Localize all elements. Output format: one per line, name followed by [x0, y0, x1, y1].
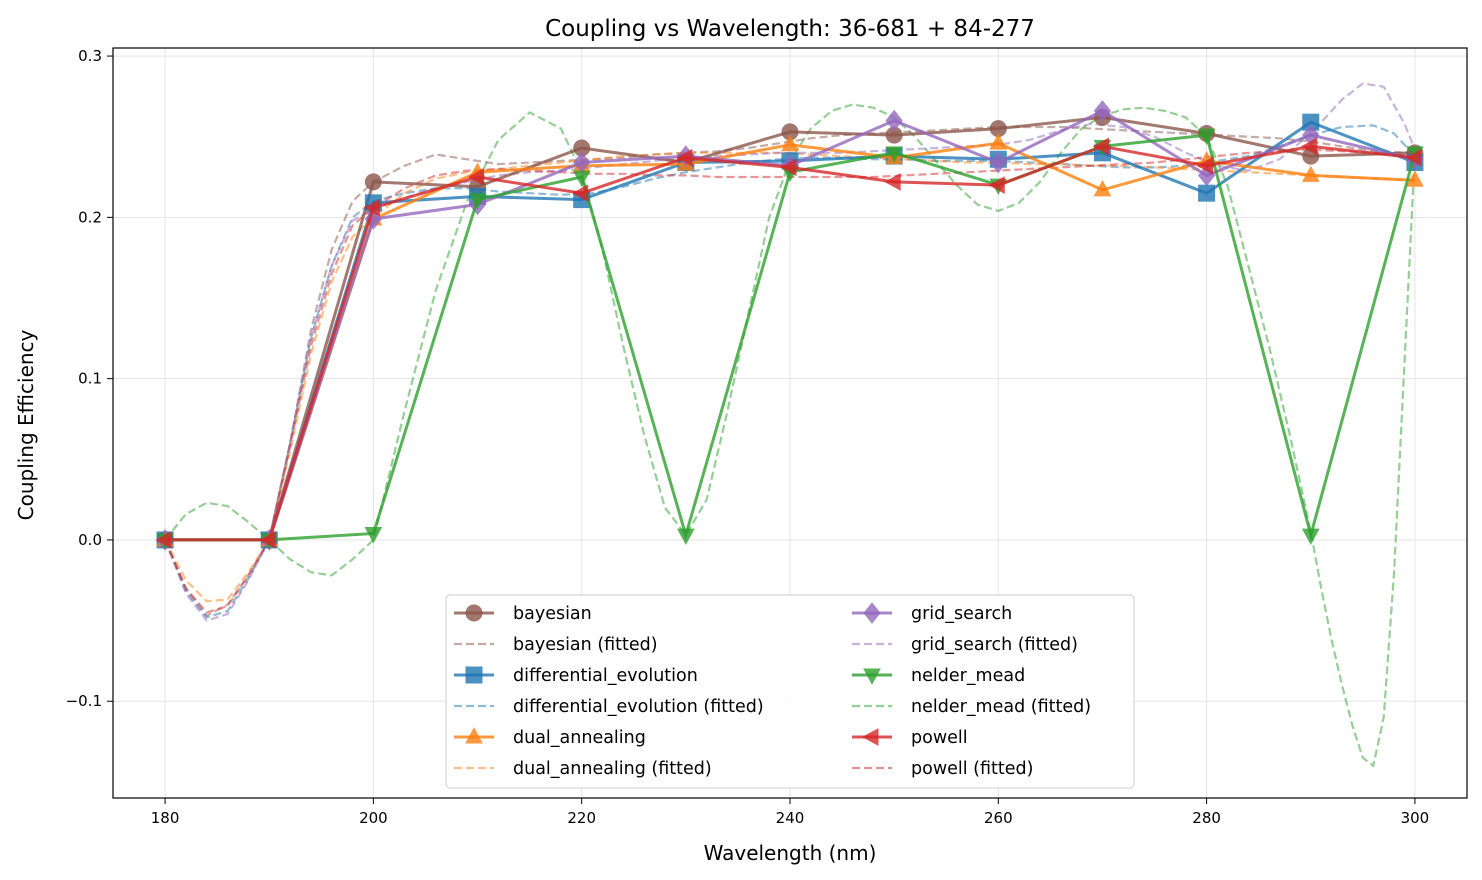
y-tick-label: 0.1: [78, 370, 102, 388]
data-point-differential_evolution: [1198, 184, 1216, 202]
data-point-powell: [884, 173, 901, 191]
legend-label: bayesian: [513, 604, 592, 624]
data-series: [155, 100, 1424, 551]
legend-marker: [863, 602, 881, 624]
y-tick-label: 0.0: [78, 531, 102, 549]
x-tick-label: 260: [984, 809, 1013, 827]
legend-marker: [465, 666, 483, 684]
legend-entry-nelder_mead: nelder_mead: [852, 666, 1025, 686]
data-point-dual_annealing: [1301, 165, 1320, 182]
data-point-nelder_mead: [1301, 528, 1320, 545]
data-point-nelder_mead: [677, 528, 695, 545]
data-point-powell: [988, 176, 1005, 194]
fitted-line-bayesianfitted: [164, 125, 1415, 618]
legend-label: grid_search: [911, 604, 1012, 624]
data-point-powell: [1405, 148, 1422, 167]
y-tick-label: 0.2: [78, 208, 102, 226]
legend-entry-bayesian-fitted: bayesian (fitted): [454, 635, 658, 655]
x-tick-label: 180: [151, 809, 180, 827]
legend-label: differential_evolution: [513, 666, 698, 686]
data-point-grid_search: [1093, 100, 1112, 122]
legend-label: powell: [911, 728, 968, 748]
y-tick-label: −0.1: [66, 692, 102, 710]
data-point-grid_search: [885, 109, 903, 132]
data-point-powell: [363, 198, 380, 217]
legend-label: differential_evolution (fitted): [513, 697, 764, 717]
legend-entry-grid_search: grid_search: [852, 602, 1012, 624]
legend-entry-bayesian: bayesian: [454, 604, 592, 624]
data-point-grid_search: [989, 151, 1007, 174]
legend-label: nelder_mead: [911, 666, 1025, 686]
data-point-powell: [259, 531, 276, 549]
x-tick-label: 200: [359, 809, 388, 827]
x-axis-title: Wavelength (nm): [704, 841, 877, 865]
legend-marker: [465, 727, 483, 744]
data-point-powell: [467, 168, 485, 186]
legend-marker: [465, 604, 483, 622]
data-point-nelder_mead: [364, 526, 383, 544]
legend-label: dual_annealing (fitted): [513, 759, 712, 779]
data-point-dual_annealing: [989, 133, 1008, 150]
legend-entry-powell: powell: [852, 728, 968, 748]
legend-marker: [863, 668, 881, 685]
data-point-nelder_mead: [572, 170, 591, 187]
data-point-dual_annealing: [1093, 180, 1112, 197]
data-point-powell: [1196, 156, 1214, 175]
x-tick-label: 280: [1192, 809, 1221, 827]
legend-entry-dual_annealing: dual_annealing: [454, 727, 646, 748]
data-point-bayesian: [364, 173, 382, 191]
legend-entry-grid_search-fitted: grid_search (fitted): [852, 635, 1078, 655]
data-point-nelder_mead: [468, 193, 487, 210]
data-point-nelder_mead: [1197, 128, 1216, 145]
legend-entry-differential_evolution: differential_evolution: [454, 666, 698, 686]
y-tick-label: 0.3: [78, 47, 102, 65]
fitted-line-grid_searchfitted: [164, 82, 1416, 622]
x-axis-ticks: 180 200 220 240 260 280 300: [151, 798, 1429, 827]
data-point-powell: [1092, 137, 1109, 156]
legend-label: powell (fitted): [911, 759, 1033, 779]
data-point-powell: [675, 148, 693, 167]
legend: bayesian bayesian (fitted) differential_ev…: [445, 594, 1135, 789]
legend-label: dual_annealing: [513, 728, 646, 748]
data-point-dual_annealing: [1406, 170, 1424, 187]
series-powell: [155, 137, 1422, 549]
legend-entry-dual_annealing-fitted: dual_annealing (fitted): [454, 759, 712, 779]
legend-label: bayesian (fitted): [513, 635, 658, 655]
fitted-line-powellfitted: [164, 148, 1415, 614]
chart-title: Coupling vs Wavelength: 36-681 + 84-277: [545, 16, 1035, 42]
data-point-powell: [1300, 137, 1318, 156]
legend-marker: [862, 728, 879, 746]
x-tick-label: 220: [567, 809, 596, 827]
y-axis-title: Coupling Efficiency: [14, 329, 38, 520]
data-point-powell: [780, 158, 797, 177]
legend-entry-differential_evolution-fitted: differential_evolution (fitted): [454, 697, 764, 717]
data-point-powell: [155, 531, 172, 549]
legend-label: nelder_mead (fitted): [911, 697, 1091, 717]
data-point-dual_annealing: [781, 134, 799, 152]
legend-label: grid_search (fitted): [911, 635, 1078, 655]
legend-entry-powell-fitted: powell (fitted): [852, 759, 1033, 779]
x-tick-label: 240: [776, 809, 805, 827]
y-axis-ticks: −0.1 0.0 0.1 0.2 0.3: [66, 47, 113, 710]
x-tick-label: 300: [1401, 809, 1430, 827]
data-point-powell: [571, 184, 589, 202]
data-point-nelder_mead: [885, 146, 903, 163]
legend-box: [445, 594, 1135, 789]
legend-entry-nelder_mead-fitted: nelder_mead (fitted): [852, 697, 1091, 717]
